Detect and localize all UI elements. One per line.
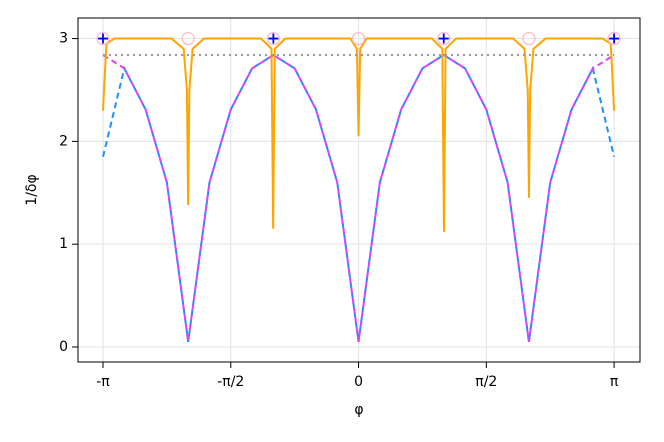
x-tick-label: π/2	[475, 374, 497, 390]
y-axis-label: 1/δφ	[24, 174, 40, 205]
y-tick-label: 3	[59, 31, 68, 47]
marker-plus	[609, 33, 620, 44]
marker-circle	[437, 31, 451, 46]
marker-circle	[181, 31, 195, 46]
marker-plus	[438, 33, 449, 44]
marker-circle	[522, 31, 536, 46]
series-line	[102, 53, 615, 342]
y-tick-label: 0	[59, 339, 68, 355]
x-tick-label: 0	[354, 374, 363, 390]
x-axis-label: φ	[354, 402, 363, 418]
series-line	[102, 37, 616, 232]
plot-frame	[77, 17, 641, 363]
y-tick-label: 2	[59, 133, 68, 149]
marker-plus	[98, 33, 109, 44]
marker-circle	[96, 31, 110, 46]
marker-circle	[351, 31, 366, 46]
x-tick-label: -π/2	[217, 374, 244, 390]
y-tick-label: 1	[59, 236, 68, 252]
x-tick-label: -π	[96, 374, 110, 390]
x-tick-label: π	[610, 374, 619, 390]
marker-circle	[266, 31, 280, 46]
marker-plus	[268, 33, 279, 44]
marker-circle	[607, 31, 621, 46]
